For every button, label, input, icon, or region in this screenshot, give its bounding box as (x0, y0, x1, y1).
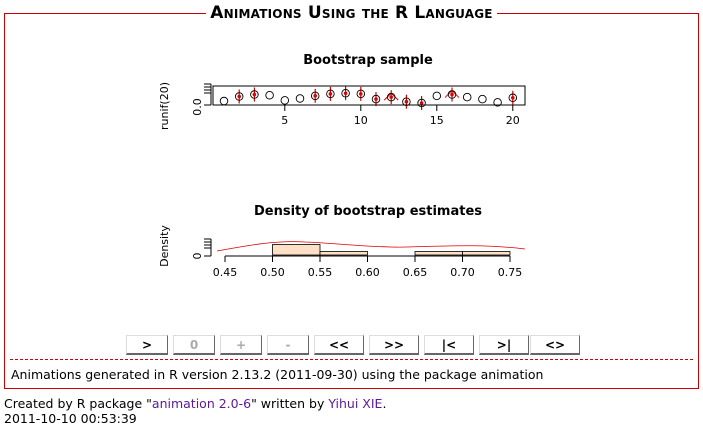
bootstrap-point (313, 94, 318, 98)
bootstrap-point (359, 92, 363, 96)
author-link[interactable]: Yihui XIE (328, 396, 383, 411)
data-point (219, 96, 229, 106)
plot1-title: Bootstrap sample (303, 53, 433, 68)
slower-button[interactable]: - (267, 335, 309, 355)
first-frame-button[interactable]: |< (424, 335, 474, 355)
credit-suffix: . (382, 396, 387, 411)
x-tick-label: 0.45 (213, 266, 238, 279)
histogram-bar (272, 244, 321, 256)
x-tick-label: 0.65 (403, 266, 428, 279)
plot2-histogram (272, 244, 511, 256)
plot2-density-curve (216, 241, 526, 252)
data-point (234, 92, 244, 101)
bootstrap-point (511, 96, 515, 100)
animation-frame: Bootstrap sample runif(20) 0.0 5 10 15 20 D… (4, 13, 699, 389)
data-point (493, 98, 502, 107)
plot2-ytick: 0 (191, 253, 204, 260)
bootstrap-point (252, 92, 257, 97)
credit-prefix: Created by R package " (4, 396, 152, 411)
data-point (295, 94, 305, 103)
histogram-bar (462, 251, 511, 256)
bootstrap-point (450, 92, 454, 97)
last-frame-button[interactable]: >| (479, 335, 529, 355)
plot1-ytick: 0.0 (191, 98, 204, 116)
x-tick-label: 15 (430, 114, 444, 127)
data-point (371, 94, 381, 104)
timestamp: 2011-10-10 00:53:39 (4, 411, 137, 426)
animation-controls: > 0 + - << >> |< >| <> (0, 335, 703, 355)
data-point (417, 98, 426, 108)
bootstrap-point (404, 99, 409, 104)
histogram-bar (319, 251, 368, 256)
x-tick-label: 0.50 (260, 266, 285, 279)
x-tick-label: 0.75 (498, 266, 523, 279)
credit-middle: " written by (251, 396, 329, 411)
x-tick-label: 0.55 (308, 266, 333, 279)
plot2-ylabel: Density (158, 225, 171, 267)
frame-counter: 0 (173, 335, 215, 355)
bootstrap-point (237, 94, 241, 99)
x-tick-label: 20 (506, 114, 520, 127)
plot1-yaxis (204, 83, 212, 106)
package-link[interactable]: animation 2.0-6 (151, 396, 252, 411)
data-point (310, 91, 320, 101)
x-tick-label: 0.70 (450, 266, 475, 279)
footer-info: Animations generated in R version 2.13.2… (11, 367, 544, 382)
data-point (250, 90, 259, 99)
bootstrap-point (374, 97, 378, 101)
data-point (280, 96, 290, 105)
data-point (478, 94, 487, 104)
credit-block: Created by R package "animation 2.0-6" w… (4, 396, 386, 426)
page-title-legend: Animations Using the R Language (0, 3, 703, 23)
plot2-xaxis: 0.45 0.50 0.55 0.60 0.65 0.70 0.75 (213, 255, 523, 279)
data-point (447, 90, 457, 99)
plot1-ylabel: runif(20) (158, 82, 171, 130)
page-title: Animations Using the R Language (206, 3, 497, 23)
bootstrap-point (328, 92, 333, 96)
x-tick-label: 5 (281, 114, 288, 127)
plot1-xaxis: 5 10 15 20 (281, 104, 520, 127)
faster-button[interactable]: + (220, 335, 262, 355)
data-point (386, 92, 396, 102)
histogram-bar (414, 251, 463, 256)
data-point (432, 91, 442, 101)
plot2-yaxis (204, 238, 212, 257)
plots-canvas: Bootstrap sample runif(20) 0.0 5 10 15 20 D… (158, 53, 526, 279)
data-point (356, 89, 366, 99)
play-button[interactable]: > (126, 335, 168, 355)
plot1-points (219, 86, 518, 110)
data-point (508, 93, 518, 103)
next-button[interactable]: >> (369, 335, 419, 355)
x-tick-label: 0.60 (355, 266, 380, 279)
data-point (326, 89, 335, 99)
x-tick-label: 10 (354, 114, 368, 127)
loop-button[interactable]: <> (530, 335, 580, 355)
previous-button[interactable]: << (314, 335, 364, 355)
bootstrap-point (343, 91, 348, 96)
bootstrap-point (389, 95, 394, 99)
footer-divider (10, 359, 693, 360)
data-point (462, 92, 472, 102)
plot1-box (212, 85, 526, 106)
bootstrap-point (419, 101, 424, 105)
data-point (341, 88, 350, 98)
credit-line: Created by R package "animation 2.0-6" w… (4, 396, 386, 411)
plot2-title: Density of bootstrap estimates (254, 204, 482, 219)
data-point (265, 90, 274, 100)
